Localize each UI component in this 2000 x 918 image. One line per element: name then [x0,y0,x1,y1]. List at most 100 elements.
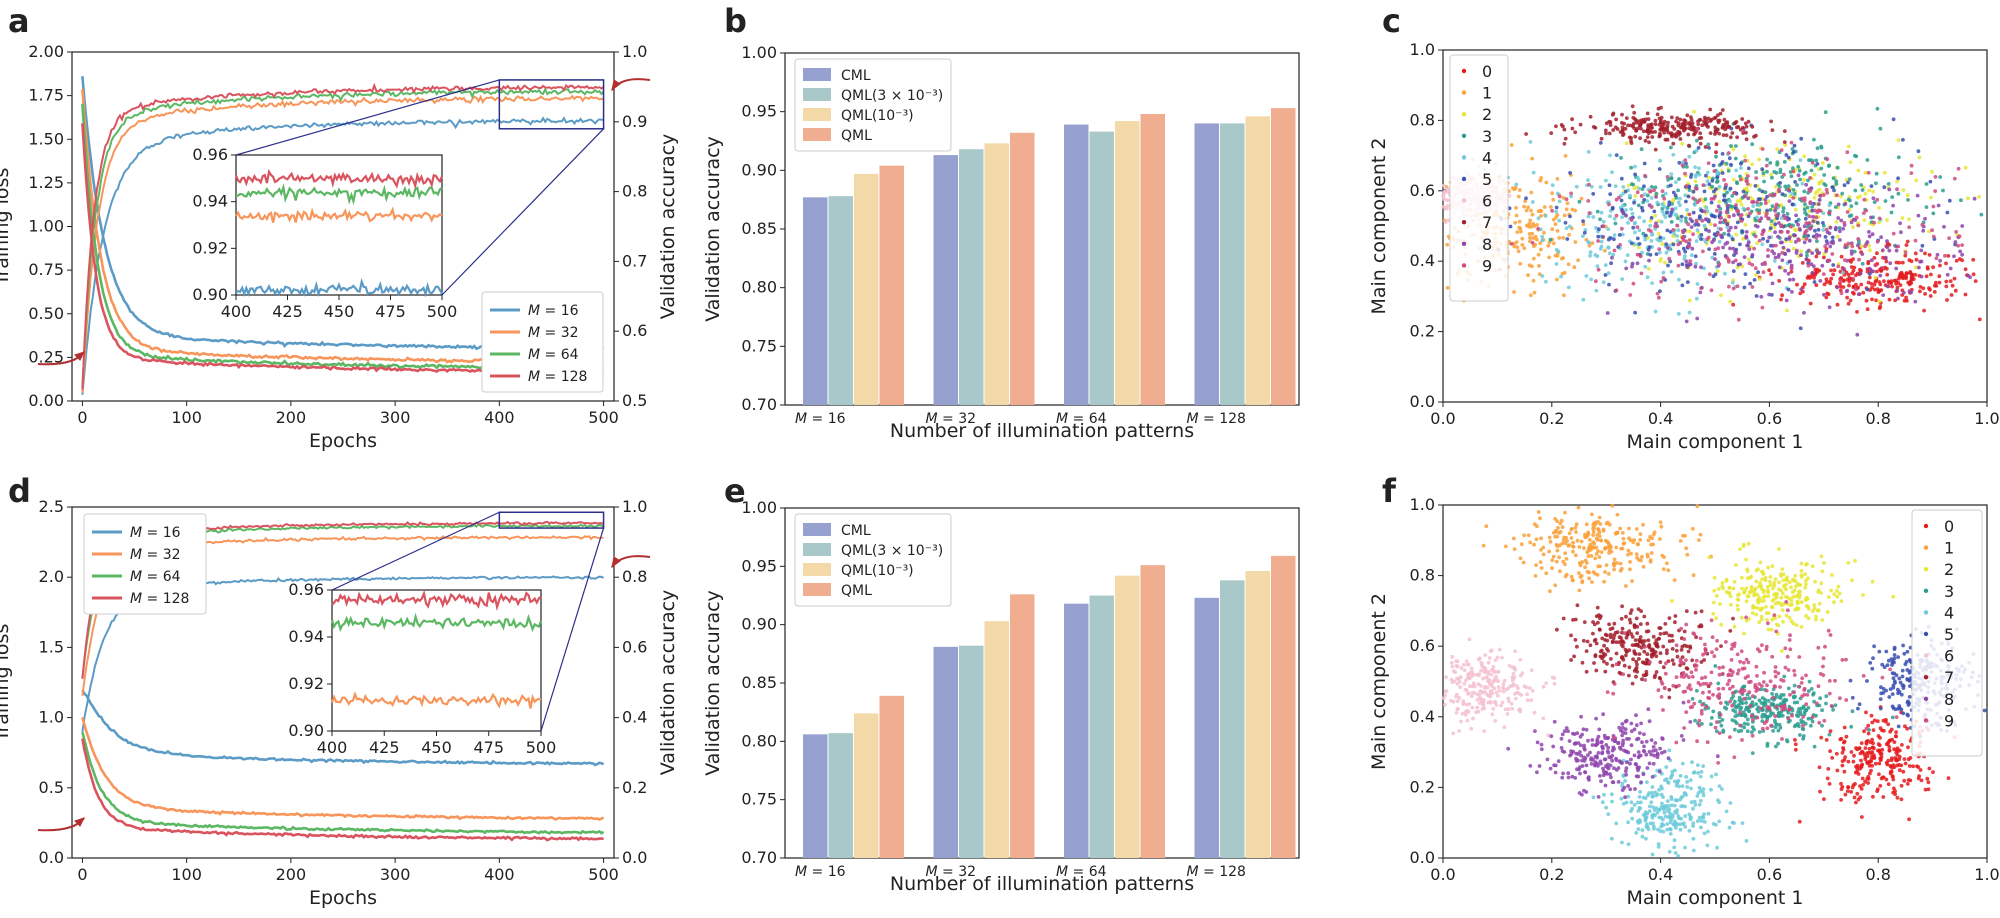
chart-c-point-4 [1608,153,1612,158]
chart-f-point-1 [1615,512,1620,517]
chart-c-point-2 [1775,147,1780,152]
chart-e-ytick-label: 0.90 [741,615,777,634]
chart-f-point-6 [1495,655,1500,660]
chart-c-point-5 [1677,160,1682,165]
chart-c-point-0 [1900,275,1905,280]
chart-f-point-5 [1857,702,1862,707]
chart-d-y2tick-label: 0.4 [622,708,647,727]
chart-f-point-3 [1793,723,1798,728]
chart-f-point-4 [1650,785,1655,789]
chart-c-point-8 [1796,222,1800,227]
chart-f-point-6 [1502,725,1507,730]
chart-c-point-0 [1878,304,1883,309]
chart-f-point-6 [1514,696,1518,701]
chart-b-xlabel: Number of illumination patterns [890,420,1194,442]
chart-c-point-0 [1847,279,1852,284]
chart-c-point-9 [1850,244,1855,249]
chart-f-point-7 [1582,620,1587,624]
chart-f-point-5 [1900,668,1905,673]
chart-b-ylabel: Validation accuracy [702,136,724,322]
chart-c-point-9 [1804,228,1809,233]
chart-f-point-6 [1506,696,1511,701]
chart-f-point-4 [1668,832,1673,836]
chart-c-point-1 [1520,243,1525,247]
chart-c-point-5 [1633,172,1637,177]
chart-c-point-4 [1675,234,1679,238]
chart-c-point-7 [1645,135,1650,140]
chart-c-point-9 [1638,254,1643,259]
chart-c-point-0 [1937,280,1942,285]
chart-f-point-4 [1656,842,1661,846]
chart-f-point-7 [1685,666,1690,671]
chart-f-point-5 [1890,704,1895,709]
chart-f-point-8 [1590,738,1595,742]
chart-c-point-7 [1629,141,1634,146]
chart-c-point-0 [1879,269,1884,273]
chart-c-point-8 [1690,246,1695,251]
chart-f-point-3 [1812,744,1817,749]
chart-c-point-7 [1669,115,1674,120]
chart-d-inset-xtick-label: 425 [369,738,400,757]
chart-f-point-0 [1849,790,1853,794]
chart-f-point-4 [1647,804,1652,809]
chart-f-point-7 [1719,644,1723,648]
chart-c-point-5 [1816,227,1821,232]
chart-f-point-1 [1594,552,1599,556]
chart-c-point-0 [1924,274,1929,279]
chart-c-point-4 [1564,226,1569,231]
chart-c-point-5 [1768,226,1773,231]
chart-f-point-7 [1588,643,1593,648]
chart-f-point-3 [1717,720,1722,724]
chart-f-point-1 [1648,559,1653,564]
chart-a-xtick-label: 500 [588,408,619,427]
chart-c-point-9 [1671,228,1676,232]
chart-c-point-3 [1757,187,1762,192]
chart-f-point-2 [1795,599,1800,604]
chart-f-point-4 [1714,772,1718,777]
chart-c-point-8 [1605,311,1610,315]
chart-f-point-2 [1741,544,1746,548]
chart-f-point-2 [1804,604,1809,608]
chart-c-point-2 [1907,217,1911,222]
chart-c-point-8 [1716,204,1721,209]
chart-c-point-0 [1858,267,1862,272]
chart-f-point-3 [1754,702,1759,706]
chart-d-y2tick-label: 0.2 [622,778,647,797]
chart-f-point-2 [1735,597,1740,602]
chart-c-point-0 [1877,280,1882,284]
chart-d-accuracy-axis-arrowhead [611,556,621,569]
chart-c-legend-label-5: 5 [1482,170,1492,189]
chart-f-point-7 [1619,639,1624,644]
chart-c-point-0 [1904,274,1908,278]
chart-c-point-7 [1563,136,1568,141]
chart-f-point-7 [1670,658,1675,663]
chart-f-point-5 [1892,671,1897,676]
chart-f-point-3 [1698,699,1702,704]
chart-c-point-7 [1727,124,1732,129]
chart-c-point-5 [1792,143,1797,148]
chart-c-ytick-label: 0.8 [1410,110,1435,129]
chart-c-point-9 [1933,175,1938,179]
chart-c-point-8 [1738,262,1743,266]
chart-c-point-7 [1687,143,1691,148]
chart-f-point-1 [1553,517,1557,521]
chart-c-point-4 [1566,285,1571,290]
chart-f-point-4 [1668,820,1673,825]
chart-c-point-1 [1557,236,1562,240]
chart-f-point-8 [1578,771,1582,776]
chart-c-point-3 [1778,170,1783,175]
chart-f-point-1 [1618,561,1623,566]
chart-c-point-3 [1831,176,1836,181]
chart-c-point-8 [1763,197,1768,202]
chart-f-point-2 [1826,595,1831,599]
chart-c-point-4 [1586,240,1591,244]
chart-c-point-9 [1764,211,1769,216]
chart-f-point-4 [1667,849,1672,854]
chart-c-point-5 [1603,273,1608,277]
chart-f-point-7 [1667,639,1672,644]
chart-c-point-1 [1539,209,1543,214]
chart-f-point-7 [1645,621,1650,626]
chart-c-point-5 [1612,237,1616,242]
chart-f-point-2 [1769,627,1774,632]
chart-c-point-8 [1856,243,1860,248]
